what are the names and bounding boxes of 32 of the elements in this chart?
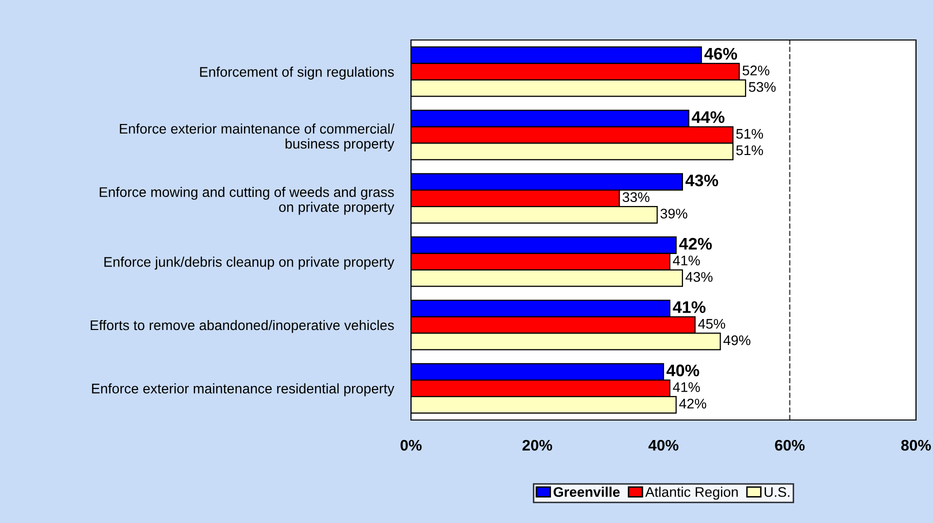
data-label: 39% [660, 208, 688, 219]
data-label: 53% [748, 82, 776, 92]
data-label: 52% [742, 66, 770, 76]
legend-label: Greenville [554, 486, 620, 497]
data-label: 40% [666, 364, 700, 376]
data-label: 33% [622, 192, 650, 202]
x-tick-label: 60% [775, 440, 805, 451]
data-label: 43% [685, 174, 718, 186]
data-label: 42% [679, 398, 706, 408]
data-label: 41% [672, 382, 700, 392]
legend-label: Atlantic Region [645, 486, 738, 500]
x-tick-label: 0% [400, 440, 422, 451]
legend-label: U.S. [764, 487, 790, 497]
data-label: 41% [672, 256, 700, 266]
data-label: 51% [736, 145, 764, 156]
data-label: 44% [692, 111, 724, 123]
x-tick-label: 20% [522, 440, 552, 451]
data-label: 49% [723, 335, 750, 346]
data-label: 42% [679, 238, 712, 250]
y-tick-label: Enforcement of sign regulations [200, 66, 394, 80]
y-tick-label: Efforts to remove abandoned/inoperative vehicles [90, 320, 394, 333]
data-label: 43% [686, 272, 713, 282]
data-label: 51% [736, 128, 764, 139]
data-label: 41% [672, 301, 706, 313]
y-tick-label: Enforce exterior maintenance residential property [92, 383, 394, 396]
y-tick-label: Enforce mowing and cutting of weeds and grass on private property [100, 186, 394, 215]
data-label: 46% [704, 48, 738, 60]
x-tick-label: 80% [901, 440, 931, 451]
x-tick-label: 40% [648, 440, 678, 451]
y-tick-label: Enforce exterior maintenance of commercial/ business property [120, 123, 394, 152]
data-label: 45% [698, 318, 726, 329]
y-tick-label: Enforce junk/debris cleanup on private property [104, 256, 394, 270]
